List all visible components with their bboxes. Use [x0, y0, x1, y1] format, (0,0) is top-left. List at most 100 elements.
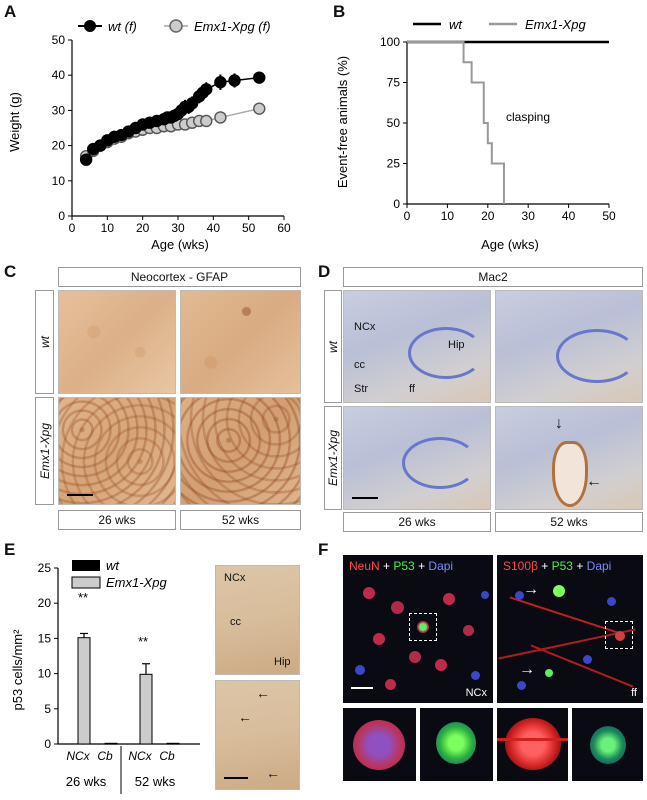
- bar-emx: [166, 742, 180, 745]
- row-label-d-emx: Emx1-Xpg: [324, 406, 342, 510]
- panel-label-d: D: [318, 262, 331, 281]
- y-tick-label: 0: [393, 197, 400, 211]
- arrow-left-icon: ←: [256, 685, 270, 701]
- col-label-c-26: 26 wks: [58, 510, 176, 530]
- x-tick-label: 30: [522, 209, 536, 223]
- y-tick-label: 25: [38, 561, 52, 575]
- x-tick-label: 0: [404, 209, 411, 223]
- panel-label-a: A: [4, 2, 17, 21]
- bar-emx: [104, 742, 118, 745]
- legend-b: wt Emx1-Xpg: [413, 17, 586, 32]
- significance-52: **: [138, 634, 148, 649]
- legend-b-emx-text: Emx1-Xpg: [525, 17, 586, 32]
- bar-emx: [77, 637, 91, 745]
- axes-a: 0 10 20 30 40 50 60 0 10 20 30 40 50: [52, 33, 291, 235]
- image-label-cc: cc: [230, 616, 241, 628]
- zoom-box-right: [605, 621, 633, 649]
- ylabel-e: p53 cells/mm²: [10, 629, 25, 711]
- gfap-emx-26: [58, 397, 176, 505]
- legend-e-emx-text: Emx1-Xpg: [106, 575, 167, 590]
- xlabel-b: Age (wks): [481, 237, 539, 252]
- legend-e-wt-text: wt: [106, 558, 120, 573]
- legend-wt-text: wt (f): [108, 19, 137, 34]
- category-label: NCx: [128, 749, 152, 763]
- scale-bar-d: [352, 497, 378, 499]
- data-point: [79, 153, 93, 166]
- x-tick-label: 50: [242, 221, 256, 235]
- zoom-box-left: [409, 613, 437, 641]
- row-label-d-wt: wt: [324, 290, 342, 403]
- panel-label-c: C: [4, 262, 17, 281]
- x-tick-label: 10: [441, 209, 455, 223]
- col-label-d-52: 52 wks: [495, 512, 643, 532]
- category-label: Cb: [159, 749, 175, 763]
- lesion-shape: [552, 441, 588, 507]
- data-point: [253, 102, 266, 115]
- legend-e-emx-swatch: [71, 576, 101, 589]
- survival-chart: wt Emx1-Xpg 0 10 20 30 40 50 0 25 50 75 100 claspi…: [335, 17, 616, 252]
- region-ff: ff: [409, 383, 415, 395]
- zoom-s100b-p53: [572, 708, 643, 781]
- p53-image-wt: NCx cc Hip: [215, 565, 300, 675]
- data-point: [214, 111, 227, 124]
- arrow-left-icon: ←: [238, 709, 252, 725]
- panel-label-f: F: [318, 540, 329, 559]
- axes-e: 0 5 10 15 20 25: [38, 561, 200, 751]
- y-tick-label: 50: [52, 33, 66, 47]
- ylabel-a: Weight (g): [10, 92, 22, 152]
- marks-a: [79, 71, 266, 166]
- region-label-f-right: ff: [631, 687, 637, 699]
- col-label-c-52: 52 wks: [180, 510, 301, 530]
- col-label-d-26: 26 wks: [343, 512, 491, 532]
- weight-chart: wt (f) Emx1-Xpg (f) 0 10 20 30 40 50 60 0 10 20 30…: [10, 19, 291, 252]
- legend-emx-text: Emx1-Xpg (f): [194, 19, 271, 34]
- region-hip: Hip: [448, 339, 465, 351]
- step-line-emx: [407, 41, 505, 204]
- marks-b: [407, 40, 609, 204]
- category-label: NCx: [66, 749, 90, 763]
- data-point: [228, 74, 241, 87]
- y-tick-label: 10: [38, 667, 52, 681]
- gfap-emx-52: [180, 397, 301, 505]
- x-tick-label: 50: [602, 209, 616, 223]
- y-tick-label: 75: [387, 76, 401, 90]
- y-tick-label: 30: [52, 103, 66, 117]
- group-label-26: 26 wks: [66, 774, 107, 789]
- legend-e: wt Emx1-Xpg: [71, 558, 167, 590]
- x-tick-label: 10: [101, 221, 115, 235]
- mac2-wt-52: [495, 290, 643, 403]
- fluor-s100b-p53: S100β + P53 + Dapi → → ff: [497, 555, 643, 703]
- title-c: Neocortex - GFAP: [58, 267, 301, 287]
- y-tick-label: 100: [380, 35, 400, 49]
- image-label-ncx: NCx: [224, 572, 246, 584]
- significance-26: **: [78, 590, 88, 605]
- xlabel-a: Age (wks): [151, 237, 209, 252]
- title-f-left: NeuN + P53 + Dapi: [349, 559, 454, 573]
- region-cc: cc: [354, 359, 365, 371]
- region-ncx: NCx: [354, 321, 376, 333]
- axes-b: 0 10 20 30 40 50 0 25 50 75 100: [380, 35, 616, 223]
- hippocampus-shape: [408, 327, 484, 379]
- mac2-wt-26: NCx Hip cc Str ff: [343, 290, 491, 403]
- data-point: [253, 71, 266, 84]
- scale-bar-c: [67, 494, 93, 496]
- panel-label-e: E: [4, 540, 16, 559]
- zoom-s100b-merge: [497, 708, 568, 781]
- hippocampus-shape: [556, 329, 638, 383]
- legend-b-wt-text: wt: [449, 17, 463, 32]
- y-tick-label: 15: [38, 631, 52, 645]
- arrow-right-icon: →: [519, 661, 535, 678]
- mac2-emx-52: ↓ ←: [495, 406, 643, 510]
- y-tick-label: 40: [52, 68, 66, 82]
- fluor-neun-p53: NeuN + P53 + Dapi NCx: [343, 555, 493, 703]
- y-tick-label: 50: [387, 116, 401, 130]
- region-str: Str: [354, 383, 369, 395]
- title-d: Mac2: [343, 267, 643, 287]
- data-point: [200, 114, 213, 128]
- mac2-emx-26: [343, 406, 491, 510]
- arrow-down-icon: ↓: [555, 415, 563, 432]
- image-label-hip: Hip: [274, 656, 291, 668]
- arrow-right-icon: →: [523, 581, 539, 598]
- group-label-52: 52 wks: [135, 774, 176, 789]
